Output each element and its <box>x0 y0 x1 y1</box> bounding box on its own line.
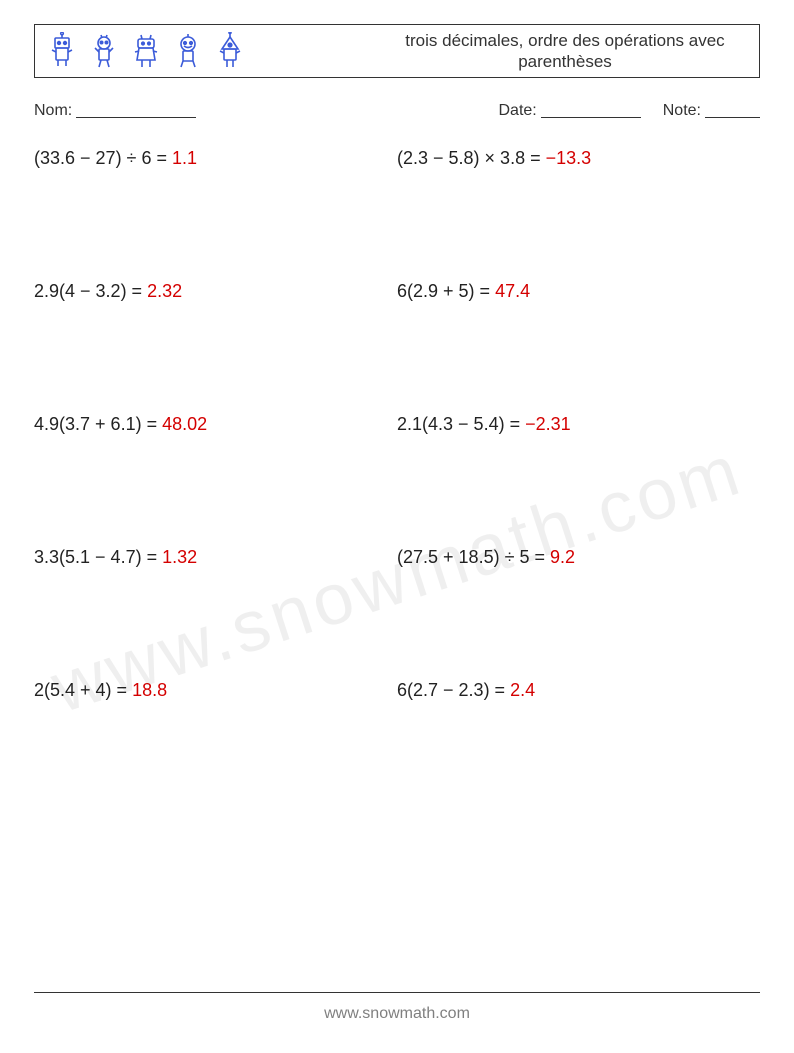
problems-grid: (33.6 − 27) ÷ 6 = 1.1(2.3 − 5.8) × 3.8 =… <box>34 148 760 701</box>
problem-expression: 6(2.9 + 5) = <box>397 281 495 301</box>
problem-expression: 2.1(4.3 − 5.4) = <box>397 414 525 434</box>
date-blank <box>541 103 641 118</box>
problem-answer: 18.8 <box>132 680 167 700</box>
problem-cell: (27.5 + 18.5) ÷ 5 = 9.2 <box>397 547 760 568</box>
note-blank <box>705 103 760 118</box>
problem-expression: 4.9(3.7 + 6.1) = <box>34 414 162 434</box>
title-wrap: trois décimales, ordre des opérations av… <box>257 25 759 77</box>
problem-cell: 2.9(4 − 3.2) = 2.32 <box>34 281 397 302</box>
robot-icon <box>215 32 245 70</box>
problem-expression: (27.5 + 18.5) ÷ 5 = <box>397 547 550 567</box>
date-label: Date: <box>499 102 537 120</box>
problem-cell: 6(2.9 + 5) = 47.4 <box>397 281 760 302</box>
problem-cell: 6(2.7 − 2.3) = 2.4 <box>397 680 760 701</box>
problem-answer: −13.3 <box>546 148 592 168</box>
problem-answer: 48.02 <box>162 414 207 434</box>
footer-url: www.snowmath.com <box>0 1005 794 1023</box>
problem-answer: 2.32 <box>147 281 182 301</box>
footer-divider <box>34 992 760 993</box>
problem-cell: 4.9(3.7 + 6.1) = 48.02 <box>34 414 397 435</box>
worksheet-title: trois décimales, ordre des opérations av… <box>385 30 745 73</box>
problem-expression: 3.3(5.1 − 4.7) = <box>34 547 162 567</box>
problem-answer: −2.31 <box>525 414 571 434</box>
problem-expression: (33.6 − 27) ÷ 6 = <box>34 148 172 168</box>
robot-icon-row <box>35 25 257 77</box>
problem-expression: (2.3 − 5.8) × 3.8 = <box>397 148 546 168</box>
problem-cell: 3.3(5.1 − 4.7) = 1.32 <box>34 547 397 568</box>
problem-answer: 1.32 <box>162 547 197 567</box>
problem-cell: 2(5.4 + 4) = 18.8 <box>34 680 397 701</box>
problem-answer: 2.4 <box>510 680 535 700</box>
note-label: Note: <box>663 102 701 120</box>
problem-expression: 2(5.4 + 4) = <box>34 680 132 700</box>
date-note-group: Date: Note: <box>499 100 761 120</box>
name-field: Nom: <box>34 100 196 120</box>
problem-answer: 1.1 <box>172 148 197 168</box>
name-blank <box>76 103 196 118</box>
problem-cell: 2.1(4.3 − 5.4) = −2.31 <box>397 414 760 435</box>
problem-answer: 9.2 <box>550 547 575 567</box>
robot-icon <box>89 32 119 70</box>
problem-cell: (2.3 − 5.8) × 3.8 = −13.3 <box>397 148 760 169</box>
problem-answer: 47.4 <box>495 281 530 301</box>
worksheet-page: trois décimales, ordre des opérations av… <box>0 0 794 1053</box>
robot-icon <box>173 32 203 70</box>
robot-icon <box>131 32 161 70</box>
name-label: Nom: <box>34 102 72 120</box>
header-box: trois décimales, ordre des opérations av… <box>34 24 760 78</box>
robot-icon <box>47 32 77 70</box>
problem-cell: (33.6 − 27) ÷ 6 = 1.1 <box>34 148 397 169</box>
info-line: Nom: Date: Note: <box>34 100 760 120</box>
problem-expression: 2.9(4 − 3.2) = <box>34 281 147 301</box>
problem-expression: 6(2.7 − 2.3) = <box>397 680 510 700</box>
